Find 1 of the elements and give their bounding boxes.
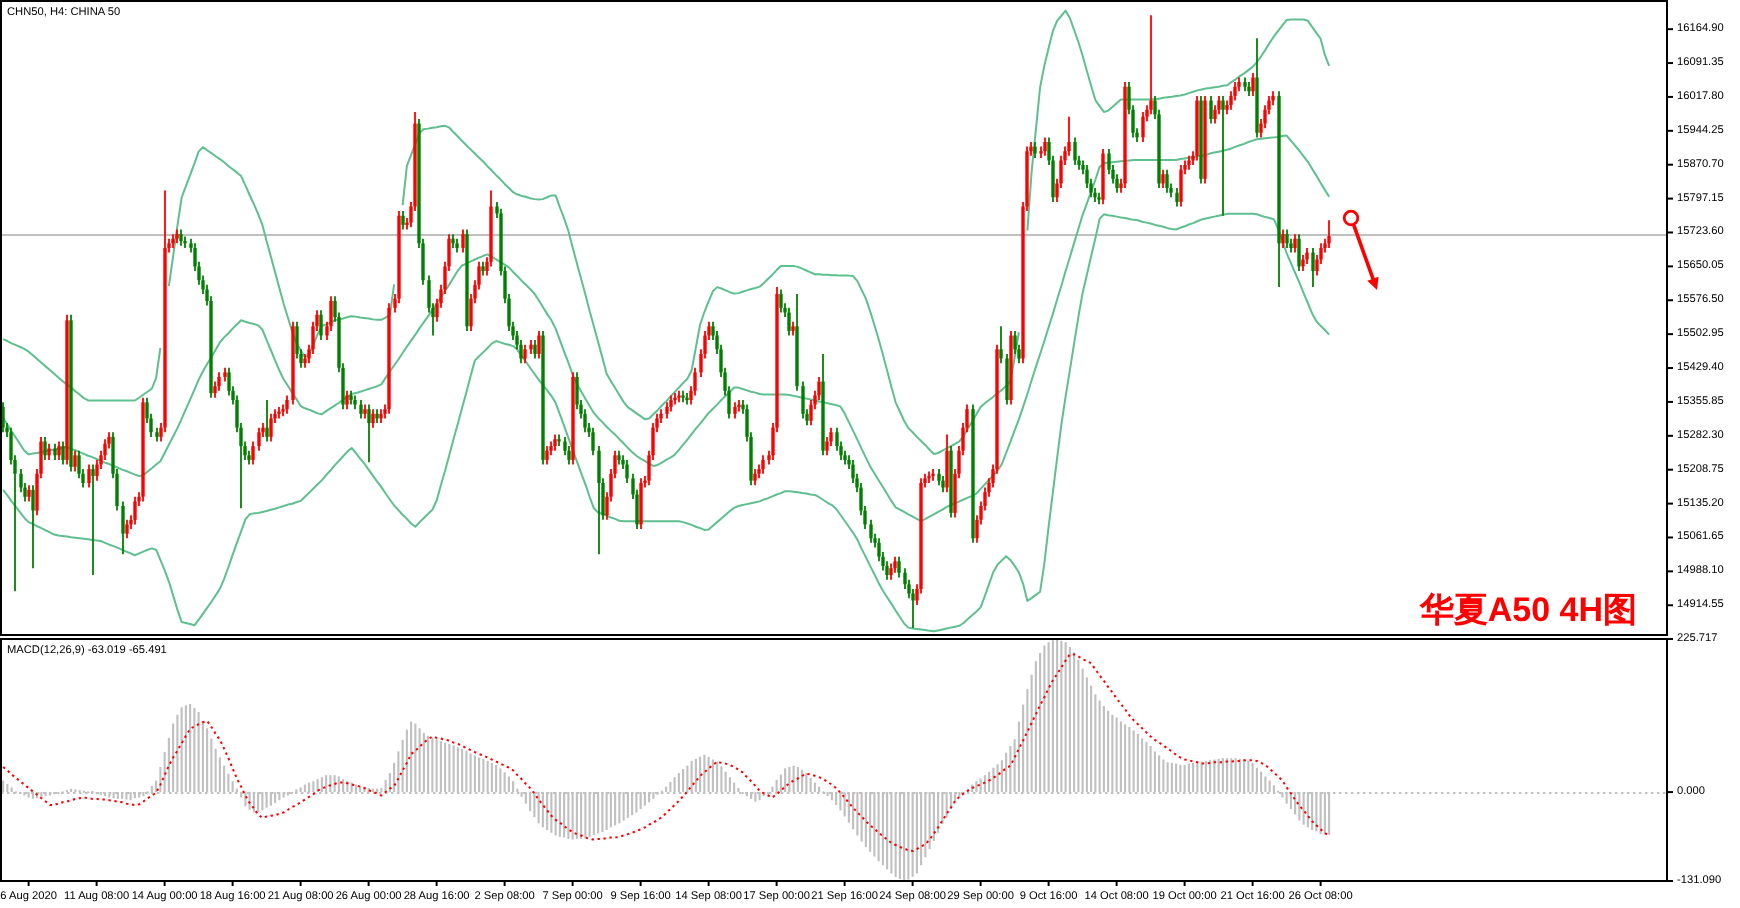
annotation: 华夏A50 4H图 bbox=[1419, 591, 1637, 629]
